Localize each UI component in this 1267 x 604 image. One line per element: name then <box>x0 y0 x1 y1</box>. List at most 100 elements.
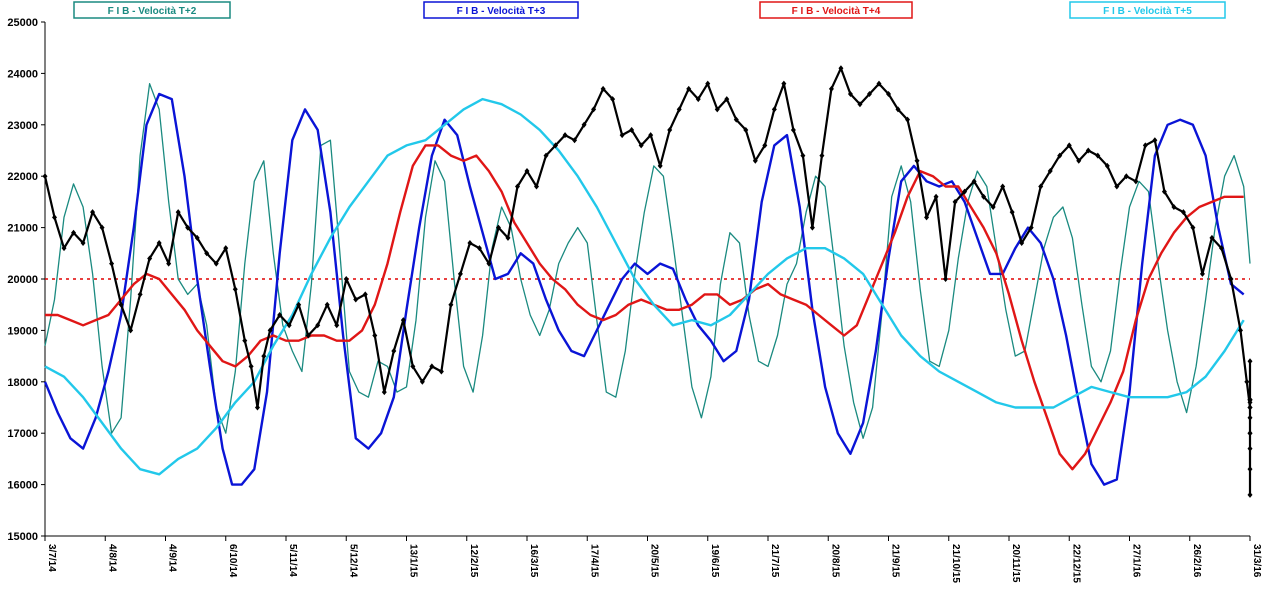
data-point-marker <box>118 301 124 308</box>
data-point-marker <box>1161 188 1167 195</box>
data-point-marker <box>175 209 181 216</box>
data-point-marker <box>914 157 920 164</box>
data-point-marker <box>733 116 739 123</box>
data-point-marker <box>1019 240 1025 247</box>
data-point-marker <box>1104 162 1110 169</box>
y-tick-label: 21000 <box>7 223 38 235</box>
data-point-marker <box>1066 142 1072 149</box>
data-point-marker <box>400 317 406 324</box>
data-point-marker <box>1057 152 1063 159</box>
chart-axes: 15000 16000 17000 18000 19000 20000 21000 22000… <box>7 17 1262 583</box>
data-point-marker <box>990 204 996 211</box>
data-point-marker <box>213 260 219 267</box>
data-point-marker <box>524 168 530 175</box>
x-tick-label: 20/5/15 <box>649 544 660 578</box>
data-point-marker <box>1247 466 1253 473</box>
data-point-marker <box>495 224 501 231</box>
x-tick-label: 4/9/14 <box>167 544 178 572</box>
data-point-marker <box>591 106 597 113</box>
data-point-marker <box>261 353 267 360</box>
data-point-marker <box>438 368 444 375</box>
legend-label-2: F I B - Velocità T+4 <box>792 6 881 17</box>
data-point-marker <box>448 301 454 308</box>
data-point-marker <box>809 224 815 231</box>
data-point-marker <box>886 90 891 97</box>
y-tick-label: 15000 <box>7 531 38 543</box>
x-tick-label: 21/9/15 <box>890 544 901 578</box>
data-point-marker <box>1209 234 1215 241</box>
data-point-marker <box>147 255 153 262</box>
data-point-marker <box>1247 414 1253 421</box>
data-point-marker <box>1237 327 1243 334</box>
data-point-marker <box>223 245 229 252</box>
series-line-0 <box>44 83 1251 439</box>
data-point-marker <box>99 224 105 231</box>
x-tick-label: 16/3/15 <box>528 544 539 578</box>
data-point-marker <box>600 85 606 92</box>
data-point-marker <box>714 106 720 113</box>
data-point-marker <box>962 188 968 195</box>
data-point-marker <box>619 132 625 139</box>
data-point-marker <box>242 337 248 344</box>
data-point-marker <box>1095 152 1101 159</box>
y-tick-label: 18000 <box>7 377 38 389</box>
series-line-3 <box>44 97 1245 476</box>
x-tick-label: 21/10/15 <box>950 544 961 583</box>
data-point-marker <box>581 121 587 128</box>
data-point-marker <box>572 137 578 144</box>
data-point-marker <box>1047 168 1053 175</box>
data-point-marker <box>819 152 825 159</box>
data-point-marker <box>553 142 559 149</box>
data-point-marker <box>1114 183 1120 190</box>
data-point-marker <box>648 132 654 139</box>
data-point-marker <box>248 363 254 370</box>
data-point-marker <box>876 80 882 87</box>
x-tick-label: 3/7/14 <box>46 544 57 572</box>
data-point-marker <box>166 260 172 267</box>
data-point-marker <box>80 240 86 247</box>
y-tick-label: 23000 <box>7 120 38 132</box>
data-point-marker <box>128 327 134 334</box>
data-point-marker <box>457 270 463 277</box>
x-tick-label: 17/4/15 <box>588 544 599 578</box>
data-point-marker <box>971 178 977 185</box>
data-point-marker <box>1133 178 1139 185</box>
data-point-marker <box>71 229 77 236</box>
data-point-marker <box>781 80 787 87</box>
data-point-marker <box>391 347 397 354</box>
data-point-marker <box>1190 224 1196 231</box>
data-point-marker <box>419 378 425 385</box>
data-point-marker <box>610 96 616 103</box>
data-point-marker <box>429 363 435 370</box>
data-point-marker <box>705 80 711 87</box>
data-point-marker <box>1085 147 1091 154</box>
data-point-marker <box>1142 142 1148 149</box>
data-point-marker <box>232 286 238 293</box>
data-point-marker <box>1247 445 1253 452</box>
data-point-marker <box>42 173 48 180</box>
y-tick-label: 24000 <box>7 68 38 80</box>
data-point-marker <box>905 116 911 123</box>
data-point-marker <box>1028 224 1034 231</box>
data-point-marker <box>657 162 663 169</box>
data-point-marker <box>629 126 635 133</box>
x-tick-label: 4/8/14 <box>106 544 117 572</box>
data-point-marker <box>1247 404 1253 411</box>
data-point-marker <box>372 332 378 339</box>
data-point-marker <box>828 85 834 92</box>
x-tick-label: 26/2/16 <box>1191 544 1202 578</box>
data-point-marker <box>1009 209 1015 216</box>
data-point-marker <box>924 214 930 221</box>
x-tick-label: 27/1/16 <box>1131 544 1142 578</box>
data-point-marker <box>895 106 901 113</box>
data-point-marker <box>514 183 520 190</box>
data-point-marker <box>324 301 330 308</box>
data-point-marker <box>1000 183 1006 190</box>
data-point-marker <box>695 96 701 103</box>
data-point-marker <box>866 90 872 97</box>
data-point-marker <box>343 276 349 282</box>
series-line-2 <box>45 144 1244 471</box>
x-tick-label: 5/11/14 <box>287 544 298 577</box>
x-tick-label: 20/8/15 <box>829 544 840 578</box>
data-point-marker <box>847 90 853 97</box>
